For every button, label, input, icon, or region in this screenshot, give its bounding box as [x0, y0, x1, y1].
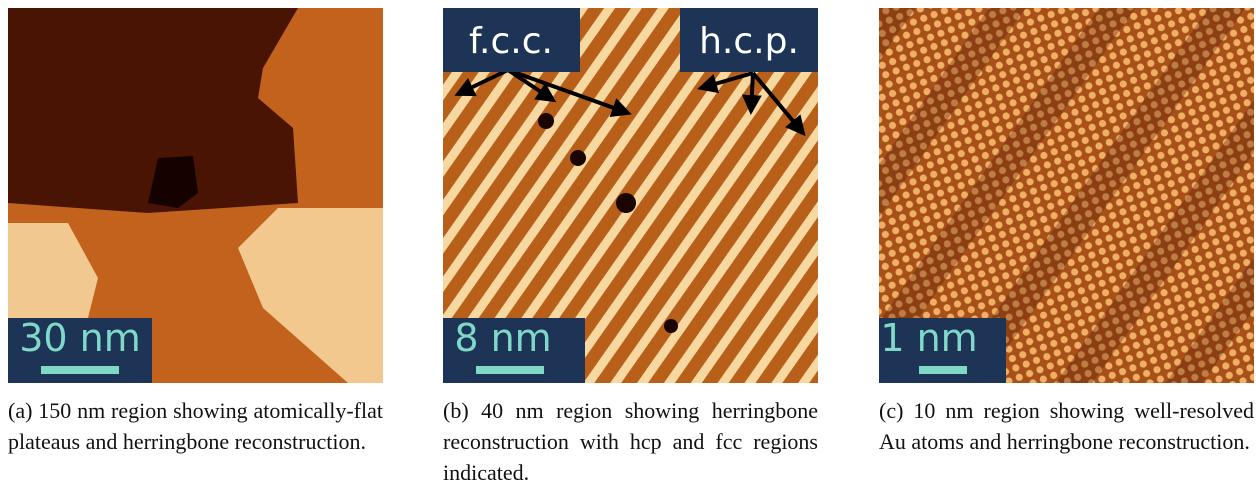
annotation: h.c.p. — [699, 21, 799, 62]
scale-label: 8 nm — [454, 316, 551, 360]
panel-c: 1 nm (c) 10 nm region showing well-resol… — [879, 8, 1254, 457]
caption: (c) 10 nm region showing well-resolved A… — [879, 395, 1254, 457]
annotation: f.c.c. — [469, 21, 553, 62]
panel-b: f.c.c. h.c.p. 8 nm (b) 40 nm region show… — [443, 8, 818, 488]
caption: (a) 150 nm region showing atomically-fla… — [8, 395, 383, 457]
stm-image: 30 nm — [8, 8, 383, 383]
figure: 30 nm (a) 150 nm region showing atomical… — [0, 0, 1256, 504]
caption: (b) 40 nm region showing herringbone rec… — [443, 395, 818, 488]
stm-image: 1 nm — [879, 8, 1254, 383]
scale-label: 1 nm — [880, 316, 977, 360]
scale-label: 30 nm — [19, 316, 141, 360]
panel-a: 30 nm (a) 150 nm region showing atomical… — [8, 8, 383, 457]
stm-image: f.c.c. h.c.p. 8 nm — [443, 8, 818, 383]
